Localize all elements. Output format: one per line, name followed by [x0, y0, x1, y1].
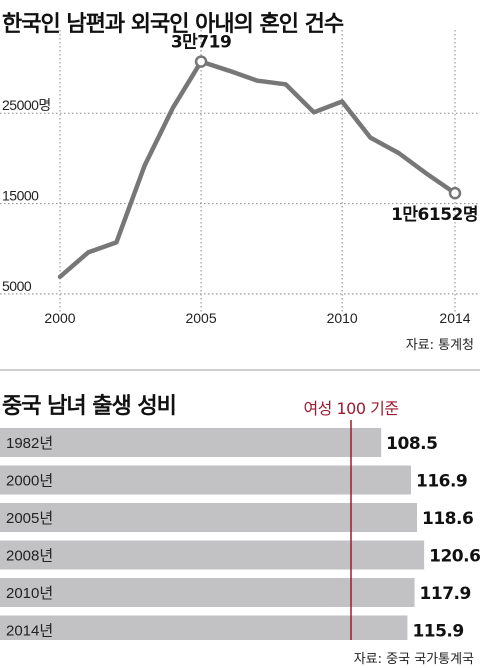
x-tick-label: 2000: [44, 310, 75, 326]
bar-value-label: 108.5: [386, 434, 437, 454]
bar-value-label: 120.6: [429, 547, 480, 567]
category-label: 2000년: [6, 473, 53, 490]
y-tick-label: 25000명: [2, 97, 51, 113]
line-chart-title: 한국인 남편과 외국인 아내의 혼인 건수: [2, 12, 344, 37]
bar: [0, 465, 411, 495]
bar-value-label: 115.9: [412, 622, 463, 641]
bar: [0, 503, 418, 532]
marriage-chart-panel: 한국인 남편과 외국인 아내의 혼인 건수 25000명 15000 5000 200…: [0, 12, 480, 353]
bar: [0, 615, 408, 640]
x-tick-label: 2010: [327, 310, 358, 326]
line-chart-source: 자료: 통계청: [405, 338, 474, 353]
peak-value-label: 3만719: [171, 33, 231, 53]
data-point-marker: [194, 55, 208, 68]
x-tick-label: 2005: [185, 310, 216, 326]
bar-chart-title: 중국 남녀 출생 성비: [2, 394, 177, 419]
reference-label: 여성 100 기준: [303, 399, 398, 418]
line-chart: 25000명 15000 5000 2000 2005 2010 2014 3만719 1만61…: [0, 30, 480, 326]
bar: [0, 428, 382, 457]
bar-chart: 1982년 108.5 2000년 116.9 2005년 118.6 2008년 120.6…: [0, 399, 480, 641]
bar-value-label: 118.6: [422, 509, 473, 529]
bar: [0, 540, 425, 570]
bar-value-label: 117.9: [420, 584, 471, 604]
bar: [0, 578, 415, 607]
y-tick-label: 5000: [2, 278, 32, 294]
category-label: 2014년: [6, 623, 53, 640]
panel-divider: [0, 369, 480, 371]
y-tick-label: 15000: [2, 188, 39, 204]
category-label: 2008년: [6, 548, 53, 565]
bar-value-label: 116.9: [416, 472, 467, 492]
bar-chart-source: 자료: 중국 국가통계국: [353, 652, 474, 667]
category-label: 2010년: [6, 585, 53, 602]
category-label: 2005년: [6, 510, 53, 527]
series-line: [57, 59, 458, 280]
data-point-marker: [448, 186, 462, 200]
sex-ratio-panel: 중국 남녀 출생 성비 1982년 108.5 2000년 116.9 2005년 118…: [0, 372, 480, 668]
last-value-label: 1만6152명: [391, 205, 478, 225]
x-tick-label: 2014: [439, 310, 470, 326]
category-label: 1982년: [6, 435, 53, 452]
